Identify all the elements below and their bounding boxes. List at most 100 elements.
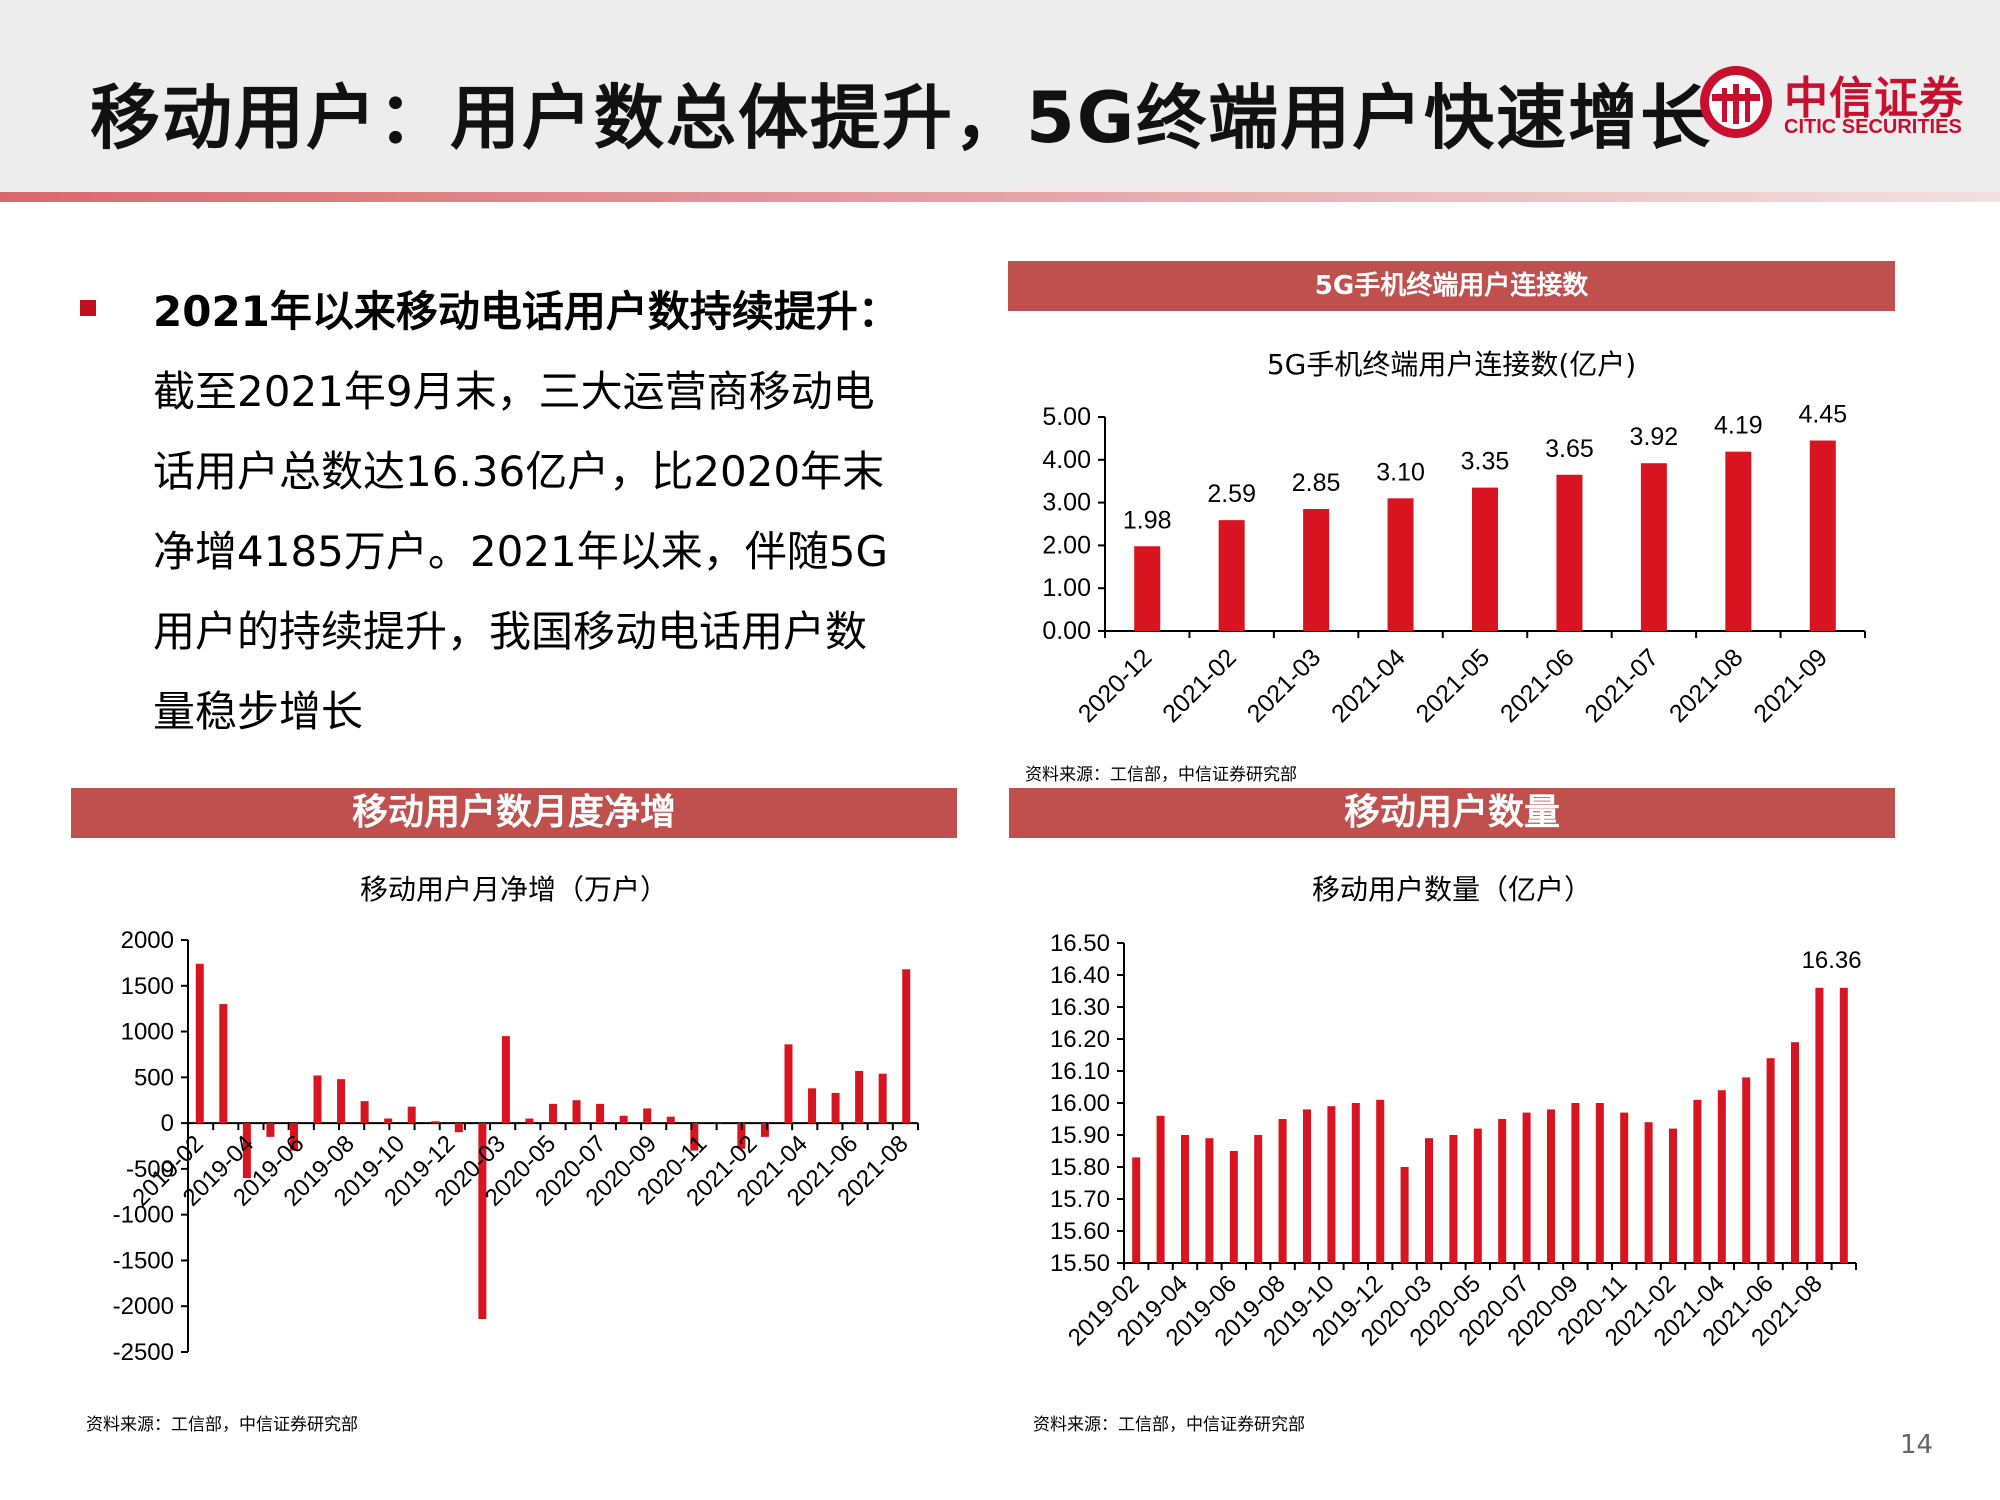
bullet-line: 量稳步增长 (153, 687, 364, 736)
data-label: 3.92 (1630, 423, 1679, 451)
bullet-line: 用户的持续提升，我国移动电话用户数 (153, 607, 868, 656)
y-tick-label: 5.00 (1042, 403, 1091, 431)
bar (831, 1092, 840, 1124)
bar (1522, 1112, 1531, 1263)
y-tick-label: 500 (134, 1064, 174, 1091)
logo-text-cn: 中信证券 (1784, 73, 1964, 124)
bar (878, 1073, 887, 1124)
bar (1218, 520, 1245, 631)
y-tick-label: 3.00 (1042, 489, 1091, 517)
bar (1425, 1138, 1433, 1263)
bar (1229, 1151, 1238, 1263)
bar (478, 1123, 487, 1320)
bar (572, 1100, 581, 1124)
bar (1278, 1119, 1287, 1263)
logo-text-en: CITIC SECURITIES (1784, 116, 1962, 138)
bar (1595, 1103, 1604, 1263)
source-net: 资料来源：工信部，中信证券研究部 (86, 1415, 358, 1435)
bar (1571, 1103, 1580, 1263)
source-5g: 资料来源：工信部，中信证券研究部 (1025, 765, 1297, 785)
bar (1640, 463, 1667, 631)
bar (289, 1123, 298, 1151)
x-tick-label: 2021-02 (1157, 643, 1242, 728)
bar (1809, 440, 1836, 631)
x-tick-label: 2021-09 (1748, 643, 1833, 728)
chart-title-total: 移动用户数量（亿户） (1311, 873, 1592, 906)
bar (1387, 498, 1414, 631)
bar (596, 1103, 605, 1124)
bullet-heading: 2021年以来移动电话用户数持续提升： (153, 287, 900, 336)
data-label: 2.85 (1292, 469, 1341, 497)
bar (1693, 1099, 1702, 1263)
citic-logo: 中信证券 CITIC SECURITIES (1698, 62, 1998, 152)
y-tick-label: 1500 (121, 973, 174, 1000)
bar (1725, 451, 1752, 631)
y-tick-label: -2000 (113, 1293, 174, 1320)
chart-title-net: 移动用户月净增（万户） (359, 873, 668, 906)
bullet-line: 截至2021年9月末，三大运营商移动电 (153, 367, 875, 416)
page-title: 移动用户：用户数总体提升，5G终端用户快速增长 (90, 77, 1713, 159)
y-tick-label: 15.50 (1050, 1250, 1110, 1277)
y-tick-label: 0 (161, 1110, 174, 1137)
y-tick-label: -1500 (113, 1247, 174, 1274)
bar (1400, 1167, 1409, 1263)
bar (1742, 1077, 1751, 1263)
bar (1547, 1109, 1555, 1263)
y-tick-label: 16.30 (1050, 994, 1110, 1021)
bar (1669, 1128, 1677, 1263)
y-tick-label: 15.90 (1050, 1122, 1110, 1149)
y-tick-label: 16.20 (1050, 1026, 1110, 1053)
bar (242, 1123, 251, 1179)
bar (266, 1123, 275, 1137)
bar (1376, 1099, 1385, 1263)
bullet-line: 话用户总数达16.36亿户，比2020年末 (153, 447, 885, 496)
y-tick-label: 0.00 (1042, 617, 1091, 645)
y-tick-label: 15.60 (1050, 1218, 1110, 1245)
panel-bar-net: 移动用户数月度净增 (71, 788, 957, 838)
y-tick-label: 16.50 (1050, 930, 1110, 957)
data-label: 3.35 (1461, 448, 1510, 476)
y-tick-label: -1000 (113, 1202, 174, 1229)
bar (1134, 546, 1161, 631)
bar (1303, 1109, 1311, 1263)
bar (1839, 987, 1848, 1263)
bar (1449, 1135, 1458, 1263)
bullet-line: 净增4185万户。2021年以来，伴随5G (153, 527, 889, 576)
chart-5g: 0.00 1.00 2.00 3.00 4.00 5.00 1.98 2.59 2.85 3.10… (1042, 401, 1866, 728)
bar (1181, 1135, 1189, 1263)
bar (902, 969, 911, 1124)
x-tick-label: 2021-08 (1664, 643, 1749, 728)
bar (855, 1070, 864, 1124)
bar (1766, 1058, 1775, 1263)
bar (1791, 1042, 1799, 1263)
annotation-label: 16.36 (1802, 947, 1862, 974)
bullet-body: 截至2021年9月末，三大运营商移动电 话用户总数达16.36亿户，比2020年… (153, 352, 963, 752)
data-label: 4.19 (1714, 412, 1763, 440)
bar (1717, 1090, 1726, 1263)
bar (1351, 1103, 1360, 1263)
data-label: 3.10 (1376, 458, 1425, 486)
bar (501, 1036, 510, 1124)
y-tick-label: 16.00 (1050, 1090, 1110, 1117)
y-tick-label: 4.00 (1042, 446, 1091, 474)
bar (808, 1088, 817, 1124)
y-tick-label: 2.00 (1042, 531, 1091, 559)
y-tick-label: 2000 (121, 927, 174, 954)
bar (784, 1044, 793, 1124)
bar (1473, 1128, 1482, 1263)
bar (407, 1106, 416, 1124)
bar (666, 1116, 675, 1124)
y-tick-label: -500 (126, 1156, 174, 1183)
bar (713, 1123, 722, 1124)
y-tick-label: 15.80 (1050, 1154, 1110, 1181)
y-tick-label: 1.00 (1042, 574, 1091, 602)
panel-bar-total: 移动用户数量 (1009, 788, 1895, 838)
data-label: 2.59 (1207, 480, 1256, 508)
bar (525, 1118, 534, 1124)
data-label: 4.45 (1798, 401, 1847, 429)
chart-title-5g: 5G手机终端用户连接数(亿户) (1266, 348, 1637, 381)
bar (195, 963, 204, 1124)
source-total: 资料来源：工信部，中信证券研究部 (1033, 1415, 1305, 1435)
y-tick-label: -2500 (113, 1339, 174, 1366)
bar (337, 1079, 346, 1124)
